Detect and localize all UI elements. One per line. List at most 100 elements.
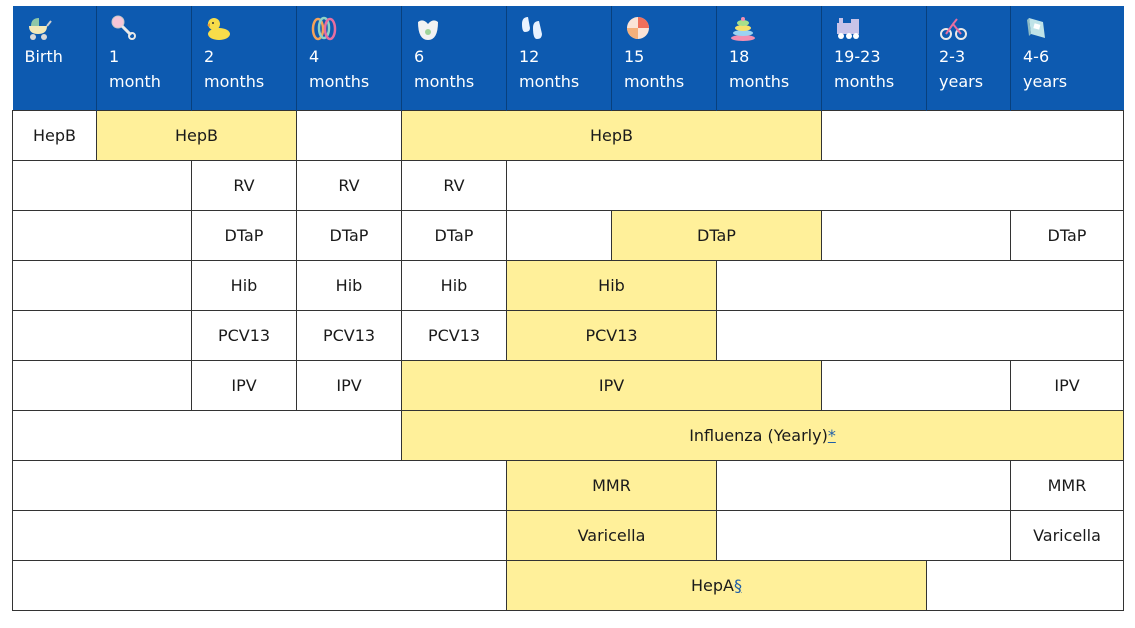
- empty-cell: [821, 109, 1124, 161]
- mmr-12-15-months-range: MMR: [506, 459, 717, 511]
- age-label-birth: Birth: [24, 47, 63, 66]
- book-icon: [1027, 18, 1045, 38]
- hepb-6-18-months-range: HepB: [401, 109, 822, 161]
- hib-4-months-cell: Hib: [296, 259, 402, 311]
- toy-train-icon: [837, 18, 859, 39]
- hib-6-months-cell: Hib: [401, 259, 507, 311]
- age-header-19-23-months: 19-23 months: [821, 6, 927, 110]
- mmr-4-6-years-cell: MMR: [1010, 459, 1124, 511]
- empty-cell: [12, 459, 507, 511]
- rattle-icon: [111, 15, 136, 40]
- vaccine-row-dtap: DTaP DTaP DTaP DTaP DTaP: [12, 209, 1124, 261]
- dtap-2-months-cell: DTaP: [191, 209, 297, 261]
- age-label-2-months-unit: months: [204, 72, 265, 91]
- age-label-15-months-unit: months: [624, 72, 685, 91]
- age-label-2-months-num: 2: [204, 47, 215, 66]
- empty-cell: [12, 559, 507, 611]
- empty-cell: [506, 209, 612, 261]
- stacking-rings-icon: [731, 17, 755, 41]
- age-label-12-months-unit: months: [519, 72, 580, 91]
- ipv-2-months-cell: IPV: [191, 359, 297, 411]
- age-header-12-months: 12 months: [506, 6, 612, 110]
- empty-cell: [12, 409, 402, 461]
- pcv13-6-months-cell: PCV13: [401, 309, 507, 361]
- pcv13-12-15-months-range: PCV13: [506, 309, 717, 361]
- baby-shoes-icon: [522, 17, 542, 39]
- age-label-1-month-unit: month: [109, 72, 161, 91]
- empty-cell: [12, 309, 192, 361]
- age-label-4-6-years-unit: years: [1023, 72, 1068, 91]
- immunization-schedule-table: Birth 1 month 2 months: [12, 6, 1124, 611]
- pcv13-2-months-cell: PCV13: [191, 309, 297, 361]
- empty-cell: [12, 509, 507, 561]
- hib-2-months-cell: Hib: [191, 259, 297, 311]
- age-label-4-months-unit: months: [309, 72, 370, 91]
- dtap-15-18-months-range: DTaP: [611, 209, 822, 261]
- dtap-4-6-years-cell: DTaP: [1010, 209, 1124, 261]
- rings-toy-icon: [311, 16, 337, 41]
- empty-cell: [12, 209, 192, 261]
- age-label-6-months-num: 6: [414, 47, 425, 66]
- bib-icon: [418, 20, 438, 40]
- age-label-2-3-years-num: 2-3: [939, 47, 966, 66]
- age-label-2-3-years-unit: years: [939, 72, 984, 91]
- vaccine-row-ipv: IPV IPV IPV IPV: [12, 359, 1124, 411]
- influenza-label: Influenza (Yearly): [689, 425, 828, 445]
- age-header-18-months: 18 months: [716, 6, 822, 110]
- age-label-4-6-years-num: 4-6: [1023, 47, 1050, 66]
- age-label-4-months-num: 4: [309, 47, 320, 66]
- age-header-2-3-years: 2-3 years: [926, 6, 1011, 110]
- age-label-6-months-unit: months: [414, 72, 475, 91]
- empty-cell: [821, 209, 1011, 261]
- age-label-15-months-num: 15: [624, 47, 645, 66]
- rv-6-months-cell: RV: [401, 159, 507, 211]
- influenza-6-months-6-years-range: Influenza (Yearly)*: [401, 409, 1124, 461]
- age-label-12-months-num: 12: [519, 47, 540, 66]
- dtap-4-months-cell: DTaP: [296, 209, 402, 261]
- empty-cell: [716, 259, 1124, 311]
- hepa-footnote-link[interactable]: §: [733, 575, 742, 595]
- vaccine-row-hepb: HepB HepB HepB: [12, 109, 1124, 161]
- vaccine-row-mmr: MMR MMR: [12, 459, 1124, 511]
- age-label-19-23-months-unit: months: [834, 72, 895, 91]
- empty-cell: [12, 159, 192, 211]
- age-header-6-months: 6 months: [401, 6, 507, 110]
- influenza-footnote-link[interactable]: *: [827, 425, 836, 445]
- age-header-2-months: 2 months: [191, 6, 297, 110]
- pcv13-4-months-cell: PCV13: [296, 309, 402, 361]
- empty-cell: [926, 559, 1124, 611]
- empty-cell: [296, 109, 402, 161]
- age-header-birth: Birth: [12, 6, 97, 110]
- age-label-18-months-num: 18: [729, 47, 750, 66]
- empty-cell: [12, 359, 192, 411]
- age-label-1-month-num: 1: [109, 47, 120, 66]
- ipv-4-6-years-cell: IPV: [1010, 359, 1124, 411]
- hepb-birth-cell: HepB: [12, 109, 97, 161]
- empty-cell: [716, 309, 1124, 361]
- age-header-15-months: 15 months: [611, 6, 717, 110]
- vaccine-row-hib: Hib Hib Hib Hib: [12, 259, 1124, 311]
- empty-cell: [821, 359, 1011, 411]
- ipv-6-18-months-range: IPV: [401, 359, 822, 411]
- varicella-4-6-years-cell: Varicella: [1010, 509, 1124, 561]
- tricycle-icon: [940, 18, 967, 40]
- age-header-4-6-years: 4-6 years: [1010, 6, 1124, 110]
- age-label-18-months-unit: months: [729, 72, 790, 91]
- hib-12-15-months-range: Hib: [506, 259, 717, 311]
- vaccine-row-rv: RV RV RV: [12, 159, 1124, 211]
- rv-4-months-cell: RV: [296, 159, 402, 211]
- age-header-4-months: 4 months: [296, 6, 402, 110]
- hepb-1-2-months-range: HepB: [96, 109, 297, 161]
- ipv-4-months-cell: IPV: [296, 359, 402, 411]
- age-header-row: Birth 1 month 2 months: [12, 6, 1124, 110]
- vaccine-row-varicella: Varicella Varicella: [12, 509, 1124, 561]
- empty-cell: [716, 509, 1011, 561]
- varicella-12-15-months-range: Varicella: [506, 509, 717, 561]
- rv-2-months-cell: RV: [191, 159, 297, 211]
- vaccine-row-influenza: Influenza (Yearly)*: [12, 409, 1124, 461]
- empty-cell: [716, 459, 1011, 511]
- vaccine-row-pcv13: PCV13 PCV13 PCV13 PCV13: [12, 309, 1124, 361]
- empty-cell: [12, 259, 192, 311]
- empty-cell: [506, 159, 1124, 211]
- age-header-1-month: 1 month: [96, 6, 192, 110]
